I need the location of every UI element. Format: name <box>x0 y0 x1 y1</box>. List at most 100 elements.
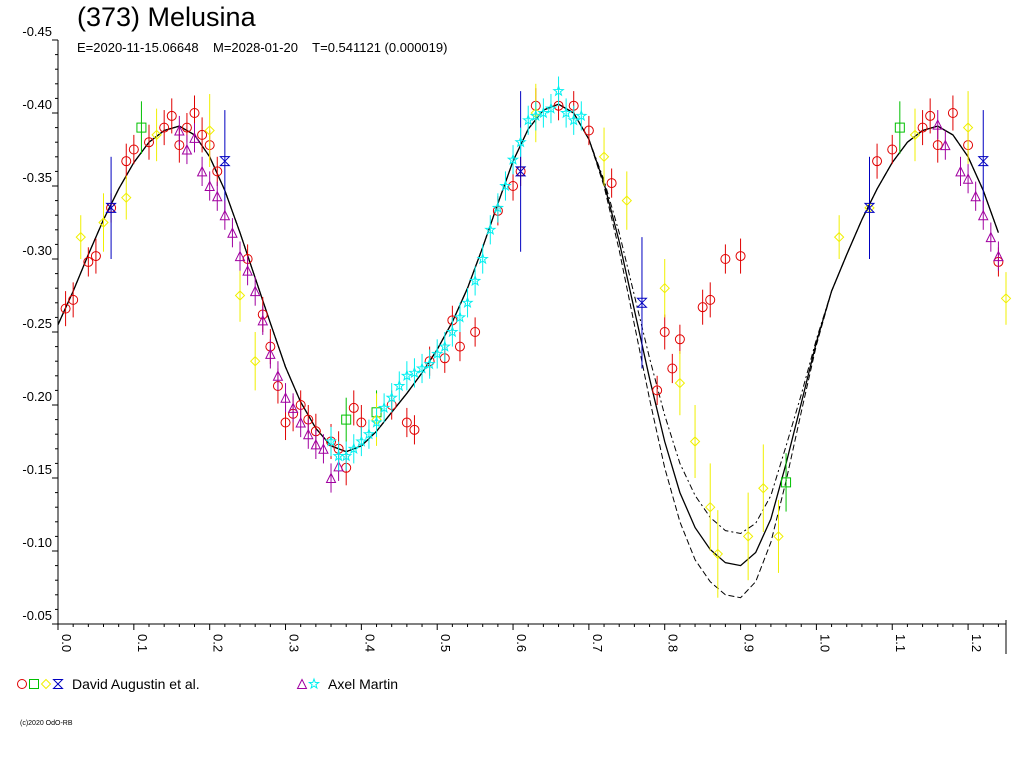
legend-triangle-icon <box>296 678 308 689</box>
data-point <box>453 310 467 323</box>
data-point <box>781 477 792 488</box>
data-point <box>606 178 617 189</box>
legend-label: Axel Martin <box>328 676 399 692</box>
data-point <box>409 424 420 435</box>
data-point <box>340 449 353 462</box>
data-point <box>393 379 406 392</box>
copyright-notice: (c)2020 OdO-RB <box>20 720 73 727</box>
data-point <box>431 347 444 360</box>
data-point <box>370 416 383 428</box>
x-tick-label: 1.0 <box>817 634 832 652</box>
data-point <box>977 156 989 167</box>
data-point <box>583 125 594 136</box>
data-point <box>212 166 223 177</box>
data-point <box>355 435 368 447</box>
data-point <box>166 110 177 121</box>
legend-item-augustin: David Augustin et al. <box>16 676 200 692</box>
x-tick-label: 0.4 <box>362 634 377 652</box>
data-point <box>265 348 276 359</box>
fit-curve-lower <box>57 103 999 535</box>
data-point <box>1000 293 1012 304</box>
data-point <box>932 119 944 130</box>
series-square-green <box>136 101 905 512</box>
data-point <box>932 140 943 151</box>
x-tick-label: 1.2 <box>969 634 984 652</box>
data-point <box>993 250 1004 262</box>
series-star-cyan <box>324 76 588 471</box>
data-point <box>83 256 94 267</box>
legend-circle-icon <box>17 679 27 689</box>
data-point <box>659 327 670 337</box>
data-point <box>227 227 238 238</box>
legend-diamond-icon <box>40 678 52 690</box>
data-point <box>181 122 192 133</box>
data-point <box>181 143 193 155</box>
data-point <box>742 531 754 542</box>
data-point <box>280 392 291 403</box>
legend-star-icon <box>307 677 321 690</box>
data-point <box>385 391 398 403</box>
series-diamond-yellow <box>75 83 1012 598</box>
data-point <box>242 265 253 276</box>
data-point <box>977 209 989 221</box>
data-point <box>773 531 784 542</box>
data-point <box>400 369 414 382</box>
x-tick-label: 0.8 <box>666 634 681 652</box>
data-point <box>90 251 101 262</box>
data-point <box>408 366 421 379</box>
data-point <box>60 303 71 314</box>
data-point <box>362 427 376 440</box>
data-point <box>318 443 329 454</box>
series-triangle-purple <box>174 110 1004 493</box>
data-point <box>333 460 344 472</box>
chart-subtitle: E=2020-11-15.06648 M=2028-01-20 T=0.5411… <box>77 40 447 55</box>
data-point <box>674 377 686 389</box>
data-point <box>499 179 512 192</box>
data-point <box>537 106 550 119</box>
data-point <box>491 201 505 214</box>
data-point <box>341 414 352 425</box>
period-label: T=0.541121 (0.000019) <box>312 40 448 55</box>
data-point <box>159 122 170 133</box>
data-point <box>970 190 981 202</box>
data-point <box>98 217 109 228</box>
epoch-label: E=2020-11-15.06648 <box>77 40 199 55</box>
y-tick-label: -0.40 <box>22 97 52 112</box>
data-point <box>720 254 731 264</box>
data-point <box>652 385 663 396</box>
data-point <box>705 501 716 513</box>
data-point <box>234 250 246 262</box>
data-point <box>121 192 132 203</box>
data-point <box>689 436 701 447</box>
y-tick-label: -0.45 <box>22 24 52 39</box>
y-tick-label: -0.30 <box>22 243 52 258</box>
data-point <box>735 251 746 262</box>
data-point <box>415 362 429 374</box>
data-point <box>287 402 299 413</box>
x-tick-label: 1.1 <box>893 634 908 652</box>
legend-symbols <box>17 678 64 690</box>
data-point <box>917 122 928 133</box>
data-point <box>377 401 391 414</box>
data-point <box>529 109 542 122</box>
data-point <box>940 139 951 151</box>
data-point <box>514 135 527 148</box>
data-point <box>544 102 558 114</box>
data-point <box>423 357 436 370</box>
data-point <box>189 132 200 143</box>
data-point <box>894 122 905 133</box>
y-tick-label: -0.15 <box>22 462 52 477</box>
data-point <box>522 113 535 126</box>
plot-axes <box>52 39 1007 654</box>
y-tick-label: -0.20 <box>22 389 52 404</box>
data-point <box>552 84 565 97</box>
series-circle-red <box>60 88 1004 486</box>
data-point <box>468 274 482 287</box>
x-tick-label: 0.7 <box>590 634 605 652</box>
data-point <box>667 363 678 374</box>
data-point <box>324 435 338 447</box>
data-point <box>121 156 132 167</box>
data-point <box>962 122 974 133</box>
data-point <box>705 294 716 305</box>
data-point <box>872 156 883 167</box>
